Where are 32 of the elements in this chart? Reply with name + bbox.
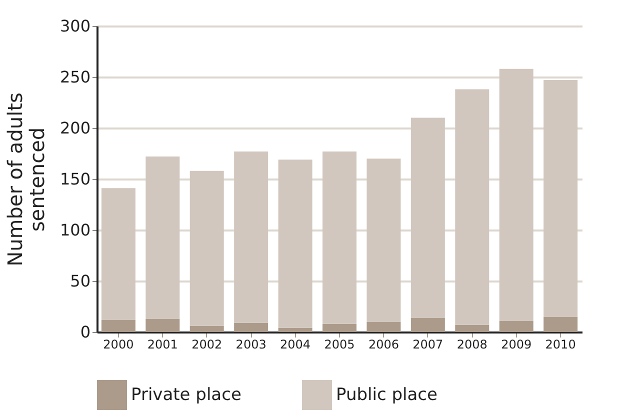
y-tick-label: 50	[70, 272, 90, 290]
bar	[146, 156, 180, 319]
bar	[101, 188, 136, 320]
legend-label: Public place	[336, 385, 438, 405]
bar	[234, 151, 268, 323]
bar	[278, 160, 312, 328]
legend-label: Private place	[131, 385, 242, 405]
y-axis-title: Number of adults sentenced	[2, 92, 49, 266]
x-tick-label: 2009	[501, 338, 532, 352]
y-tick-label: 300	[60, 16, 90, 36]
bar	[455, 89, 490, 325]
bar	[410, 118, 445, 318]
x-tick-label: 2010	[545, 338, 576, 352]
x-tick-label: 2006	[368, 338, 399, 352]
y-tick-label: 150	[60, 170, 90, 188]
x-tick-label: 2004	[280, 338, 311, 352]
x-tick-label: 2000	[103, 338, 134, 352]
bar	[322, 151, 356, 324]
y-tick-label: 250	[60, 68, 90, 86]
x-tick-label: 2007	[412, 338, 444, 352]
y-tick-label: 0	[80, 322, 90, 342]
y-tick-label: 100	[60, 220, 90, 240]
x-tick-label: 2003	[236, 338, 266, 352]
x-tick-label: 2005	[324, 338, 355, 352]
y-tick-label: 200	[60, 118, 90, 138]
x-tick-label: 2008	[456, 338, 488, 352]
bar	[544, 80, 578, 317]
bar	[190, 170, 224, 326]
x-tick-label: 2001	[147, 338, 178, 352]
bar	[366, 158, 401, 322]
bar	[499, 68, 534, 321]
x-tick-label: 2002	[192, 338, 222, 352]
